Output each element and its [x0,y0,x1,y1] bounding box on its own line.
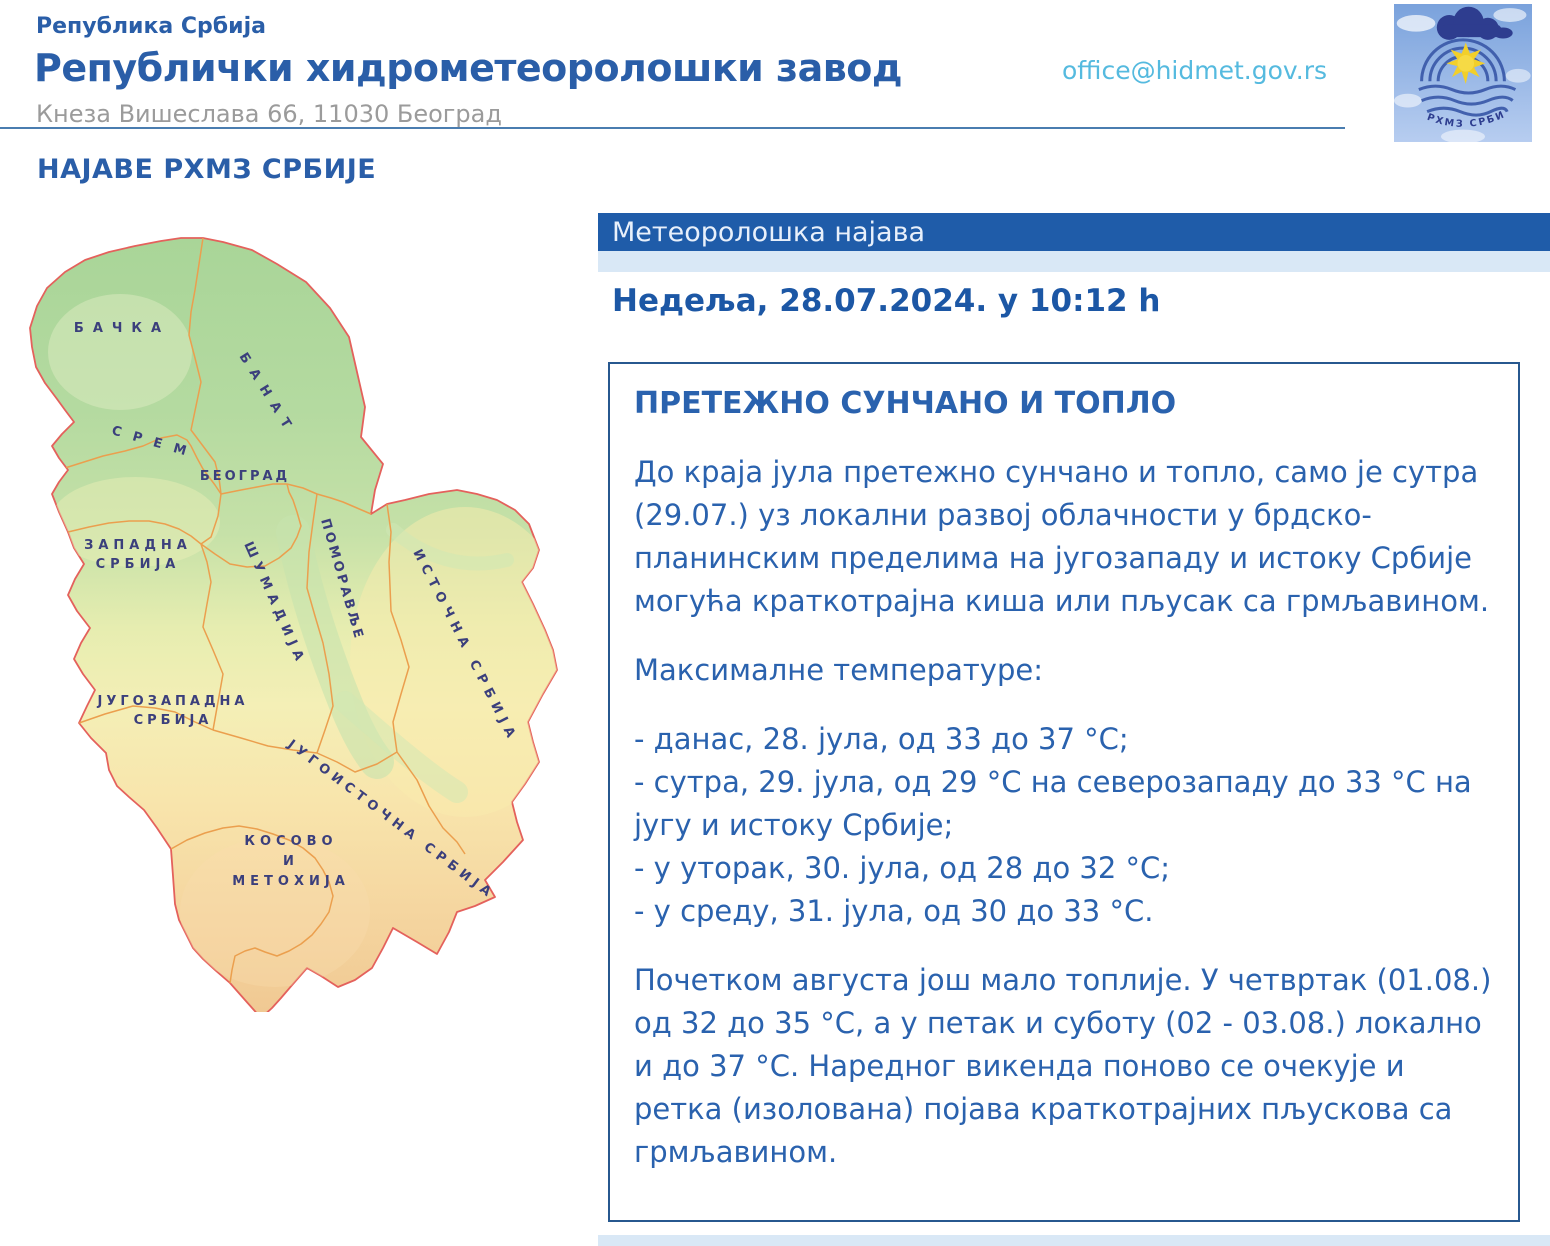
cloud-icon [1436,6,1513,40]
forecast-box: ПРЕТЕЖНО СУНЧАНО И ТОПЛО До краја јула п… [608,362,1520,1222]
map-label-beograd: БЕОГРАД [200,469,290,484]
map-label-backa: БАЧКА [74,321,170,336]
forecast-outlook: Почетком августа још мало топлије. У чет… [634,963,1492,1169]
rhmz-logo-icon: РХМЗ СРБИЈЕ [1390,0,1532,144]
temp-line: - данас, 28. јула, од 33 до 37 °С; [634,722,1129,756]
header-email-link[interactable]: office@hidmet.gov.rs [1062,56,1328,85]
map-label-kosovo-2: И [283,854,299,869]
header-divider [0,127,1345,129]
announcement-section-bar: Метеоролошка најава [598,213,1550,251]
announcement-section-title: Метеоролошка најава [612,216,926,248]
temp-line: - у уторак, 30. јула, од 28 до 32 °С; [634,851,1171,885]
forecast-headline: ПРЕТЕЖНО СУНЧАНО И ТОПЛО [634,386,1177,421]
temp-line: - сутра, 29. јула, од 29 °С на северозап… [634,765,1472,842]
map-label-zapadna-1: ЗАПАДНА [84,538,192,553]
forecast-temps-list: - данас, 28. јула, од 33 до 37 °С; - сут… [634,718,1494,933]
terrain-washes [48,294,557,987]
map-label-kosovo-1: КОСОВО [244,834,337,849]
header-address: Кнеза Вишеслава 66, 11030 Београд [36,100,502,128]
next-section-strip [598,1235,1550,1246]
forecast-temps-heading: Максималне температуре: [634,653,1043,687]
page-title: НАЈАВЕ РХМЗ СРБИЈЕ [37,154,377,185]
sun-icon [1446,42,1486,85]
map-label-kosovo-3: МЕТОХИЈА [232,874,350,889]
announcement-strip [598,251,1550,272]
temp-line: - у среду, 31. јула, од 30 до 33 °С. [634,894,1154,928]
serbia-map: БАЧКА БАНАТ СРЕМ БЕОГРАД ЗАПАДНА СРБИЈА … [25,232,565,1019]
header-country: Република Србија [36,14,266,39]
map-label-jugozapadna-1: ЈУГОЗАПАДНА [97,694,249,709]
forecast-intro: До краја јула претежно сунчано и топло, … [634,455,1490,618]
map-label-zapadna-2: СРБИЈА [96,557,181,572]
map-label-jugozapadna-2: СРБИЈА [134,713,213,728]
announcement-datetime: Недеља, 28.07.2024. у 10:12 h [612,283,1161,319]
header-org-title: Републички хидрометеоролошки завод [34,46,903,90]
serbia-map-image: БАЧКА БАНАТ СРЕМ БЕОГРАД ЗАПАДНА СРБИЈА … [29,237,558,1019]
rhmz-logo: РХМЗ СРБИЈЕ [1390,0,1534,144]
region-borders [64,238,466,984]
